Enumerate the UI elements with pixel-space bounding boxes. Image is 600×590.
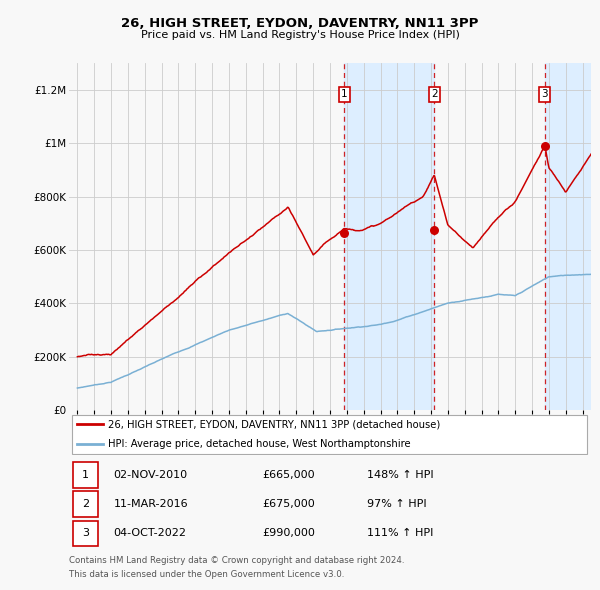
Text: 97% ↑ HPI: 97% ↑ HPI	[367, 499, 426, 509]
Text: Contains HM Land Registry data © Crown copyright and database right 2024.: Contains HM Land Registry data © Crown c…	[69, 556, 404, 565]
Bar	[344, 63, 434, 410]
Text: This data is licensed under the Open Government Licence v3.0.: This data is licensed under the Open Gov…	[69, 570, 344, 579]
Text: 3: 3	[82, 529, 89, 539]
Text: £665,000: £665,000	[262, 470, 315, 480]
FancyBboxPatch shape	[73, 491, 98, 517]
Text: 26, HIGH STREET, EYDON, DAVENTRY, NN11 3PP (detached house): 26, HIGH STREET, EYDON, DAVENTRY, NN11 3…	[108, 419, 440, 429]
FancyBboxPatch shape	[73, 462, 98, 488]
Text: 2: 2	[431, 89, 437, 99]
Text: 1: 1	[341, 89, 347, 99]
Text: 04-OCT-2022: 04-OCT-2022	[113, 529, 187, 539]
Text: £990,000: £990,000	[262, 529, 315, 539]
Text: Price paid vs. HM Land Registry's House Price Index (HPI): Price paid vs. HM Land Registry's House …	[140, 30, 460, 40]
FancyBboxPatch shape	[71, 415, 587, 454]
Text: 11-MAR-2016: 11-MAR-2016	[113, 499, 188, 509]
Text: £675,000: £675,000	[262, 499, 315, 509]
Text: 148% ↑ HPI: 148% ↑ HPI	[367, 470, 433, 480]
Text: 111% ↑ HPI: 111% ↑ HPI	[367, 529, 433, 539]
Text: 2: 2	[82, 499, 89, 509]
Text: 1: 1	[82, 470, 89, 480]
Bar	[545, 63, 591, 410]
Text: 3: 3	[542, 89, 548, 99]
FancyBboxPatch shape	[73, 520, 98, 546]
Text: 26, HIGH STREET, EYDON, DAVENTRY, NN11 3PP: 26, HIGH STREET, EYDON, DAVENTRY, NN11 3…	[121, 17, 479, 30]
Text: HPI: Average price, detached house, West Northamptonshire: HPI: Average price, detached house, West…	[108, 440, 411, 450]
Text: 02-NOV-2010: 02-NOV-2010	[113, 470, 187, 480]
